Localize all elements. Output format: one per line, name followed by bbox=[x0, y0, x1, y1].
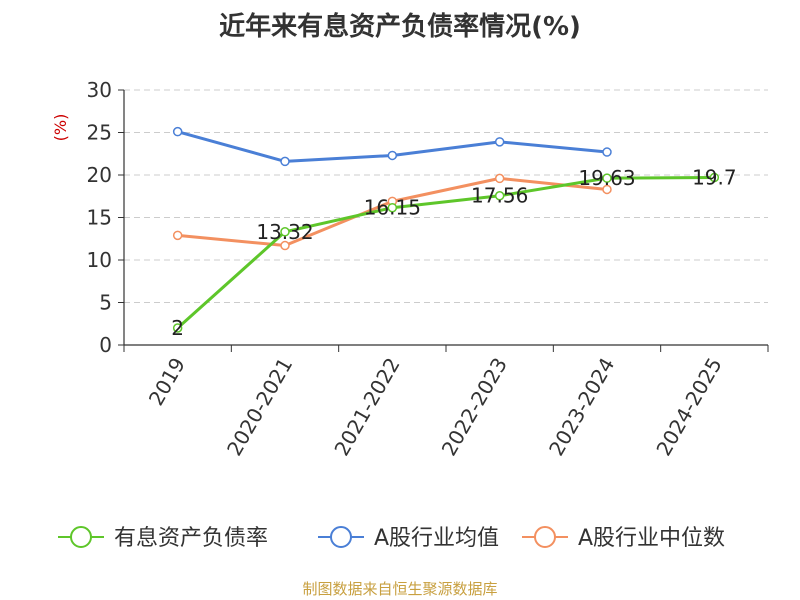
legend-marker[interactable] bbox=[330, 526, 352, 548]
y-tick-label: 25 bbox=[87, 121, 112, 145]
data-point bbox=[387, 202, 398, 213]
series-line bbox=[176, 176, 715, 330]
data-point bbox=[280, 240, 290, 251]
y-tick-label: 20 bbox=[87, 163, 112, 187]
data-point bbox=[602, 173, 612, 183]
y-tick-label: 15 bbox=[87, 206, 112, 230]
source-note: 制图数据来自恒生聚源数据库 bbox=[302, 580, 498, 598]
data-labels: 2 13.32 16.15 17.56 19.63 19.7 bbox=[171, 166, 736, 340]
data-point bbox=[602, 147, 612, 157]
y-tick-label: 10 bbox=[87, 248, 112, 272]
chart-title: 近年来有息资产负债率情况(%) bbox=[219, 12, 581, 42]
x-tick-label: 2021-2022 bbox=[329, 354, 404, 460]
data-label: 16.15 bbox=[364, 196, 421, 220]
data-point bbox=[494, 190, 505, 201]
data-point bbox=[387, 150, 398, 161]
y-tick-label: 30 bbox=[87, 78, 112, 102]
data-point bbox=[280, 156, 290, 167]
data-point bbox=[494, 173, 505, 184]
y-axis-label: (%) bbox=[51, 114, 70, 142]
x-tick-label: 2024-2025 bbox=[651, 354, 726, 460]
data-point bbox=[709, 172, 720, 183]
legend-label[interactable]: A股行业均值 bbox=[374, 526, 499, 551]
data-label: 19.63 bbox=[578, 166, 635, 190]
data-label: 17.56 bbox=[471, 184, 528, 208]
series-group bbox=[172, 126, 720, 333]
x-tick-label: 2022-2023 bbox=[437, 353, 512, 459]
data-label: 13.32 bbox=[256, 220, 313, 244]
legend-marker[interactable] bbox=[534, 526, 556, 548]
data-point bbox=[602, 184, 612, 195]
grid-lines bbox=[124, 89, 768, 303]
legend[interactable]: 有息资产负债率 A股行业均值 A股行业中位数 bbox=[58, 526, 725, 551]
axes: 0 5 10 15 20 25 30 (%) 2019 2020-2021 2021-2022 202… bbox=[51, 78, 769, 460]
data-point bbox=[494, 137, 505, 147]
data-point bbox=[172, 323, 183, 333]
legend-label[interactable]: 有息资产负债率 bbox=[114, 526, 268, 551]
y-tick-label: 5 bbox=[99, 291, 112, 315]
data-point bbox=[280, 227, 290, 237]
x-tick-label: 2019 bbox=[144, 354, 190, 410]
x-tick-label: 2023-2024 bbox=[544, 354, 619, 460]
x-tick-label: 2020-2021 bbox=[222, 354, 297, 460]
legend-marker[interactable] bbox=[70, 526, 92, 548]
data-label: 19.7 bbox=[692, 166, 737, 190]
data-point bbox=[172, 230, 183, 241]
data-point bbox=[172, 126, 183, 137]
data-label: 2 bbox=[171, 316, 184, 340]
y-tick-label: 0 bbox=[99, 333, 112, 357]
legend-label[interactable]: A股行业中位数 bbox=[578, 526, 725, 551]
